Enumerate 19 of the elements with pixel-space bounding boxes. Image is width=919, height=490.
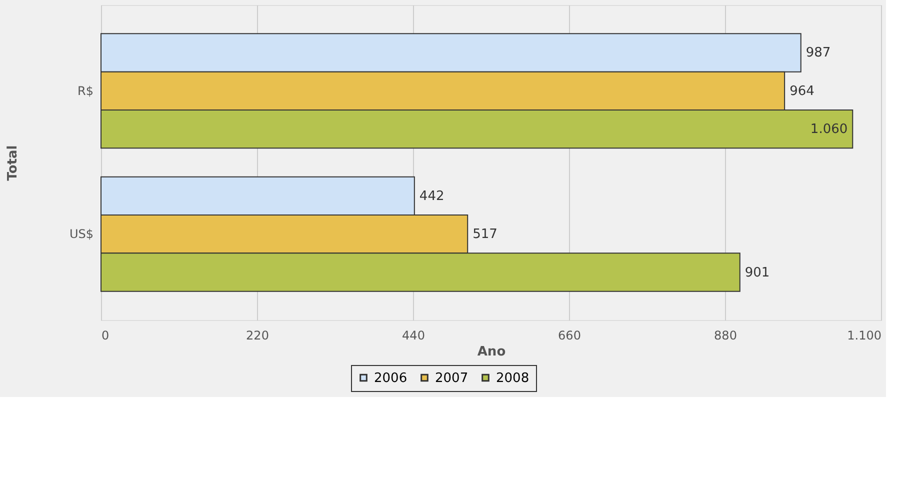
x-axis-title: Ano [477, 344, 506, 360]
x-tick-label: 880 [714, 328, 737, 342]
x-tick-label: 1.100 [847, 328, 882, 342]
data-label: 517 [472, 227, 498, 242]
data-label: 901 [744, 265, 770, 280]
data-label: 964 [790, 84, 814, 99]
x-tick-label: 220 [246, 328, 269, 342]
x-tick-label: 660 [558, 328, 581, 342]
data-label: 987 [806, 46, 831, 61]
legend-label: 2007 [435, 370, 468, 386]
data-label: 442 [419, 188, 444, 204]
x-tick-label: 440 [402, 328, 425, 342]
y-tick-label: US$ [69, 227, 94, 242]
data-label: 1.060 [810, 122, 848, 138]
legend-label: 2008 [496, 370, 530, 386]
y-axis-title: Total [5, 145, 20, 181]
legend-label: 2006 [374, 370, 408, 386]
x-tick-label: 0 [102, 328, 110, 342]
y-tick-label: R$ [78, 84, 94, 98]
